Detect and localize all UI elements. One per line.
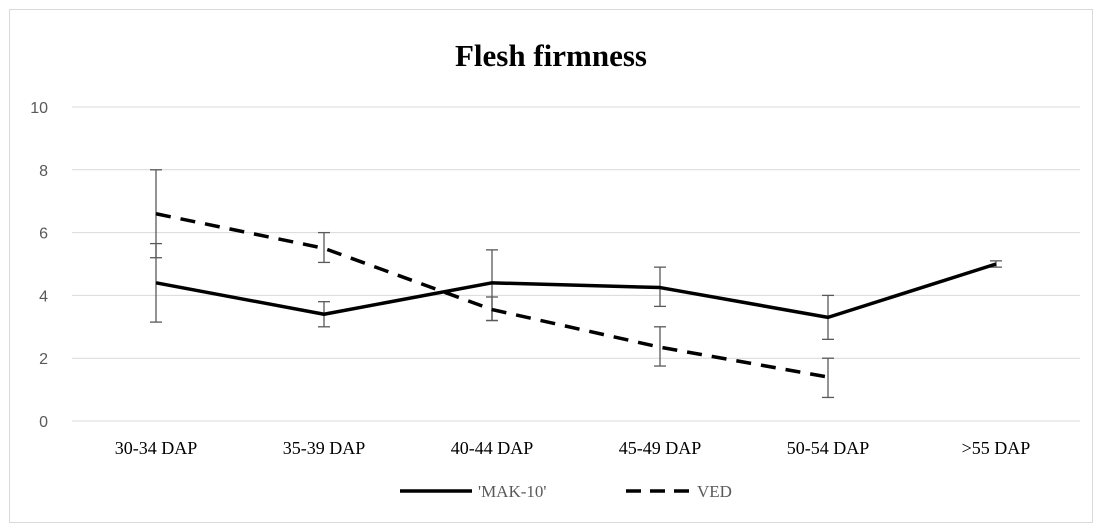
x-tick-label: 40-44 DAP xyxy=(451,438,534,458)
x-tick-label: 50-54 DAP xyxy=(787,438,870,458)
y-tick-label: 2 xyxy=(39,351,48,368)
gridlines xyxy=(72,106,1080,422)
error-bar xyxy=(318,231,330,264)
y-tick-label: 6 xyxy=(39,226,48,243)
y-axis: 0 2 4 6 8 10 xyxy=(30,100,48,431)
x-tick-label: 30-34 DAP xyxy=(115,438,198,458)
error-bar xyxy=(822,357,834,399)
legend-item: 'MAK-10' xyxy=(400,482,546,501)
y-tick-label: 4 xyxy=(39,288,48,305)
legend-label: VED xyxy=(697,482,732,501)
chart-area xyxy=(9,9,1093,523)
series-line xyxy=(155,262,997,320)
x-tick-label: >55 DAP xyxy=(962,438,1031,458)
error-bar xyxy=(654,326,666,367)
y-tick-label: 0 xyxy=(39,414,48,431)
legend-label: 'MAK-10' xyxy=(478,482,546,501)
x-tick-label: 35-39 DAP xyxy=(283,438,366,458)
legend: 'MAK-10' VED xyxy=(400,482,732,501)
y-tick-label: 10 xyxy=(30,100,48,117)
series-lines xyxy=(155,212,997,379)
legend-item: VED xyxy=(626,482,732,501)
chart-title: Flesh firmness xyxy=(455,38,647,73)
y-tick-label: 8 xyxy=(39,163,48,180)
x-tick-label: 45-49 DAP xyxy=(619,438,702,458)
x-axis: 30-34 DAP 35-39 DAP 40-44 DAP 45-49 DAP 50-5… xyxy=(115,438,1031,458)
